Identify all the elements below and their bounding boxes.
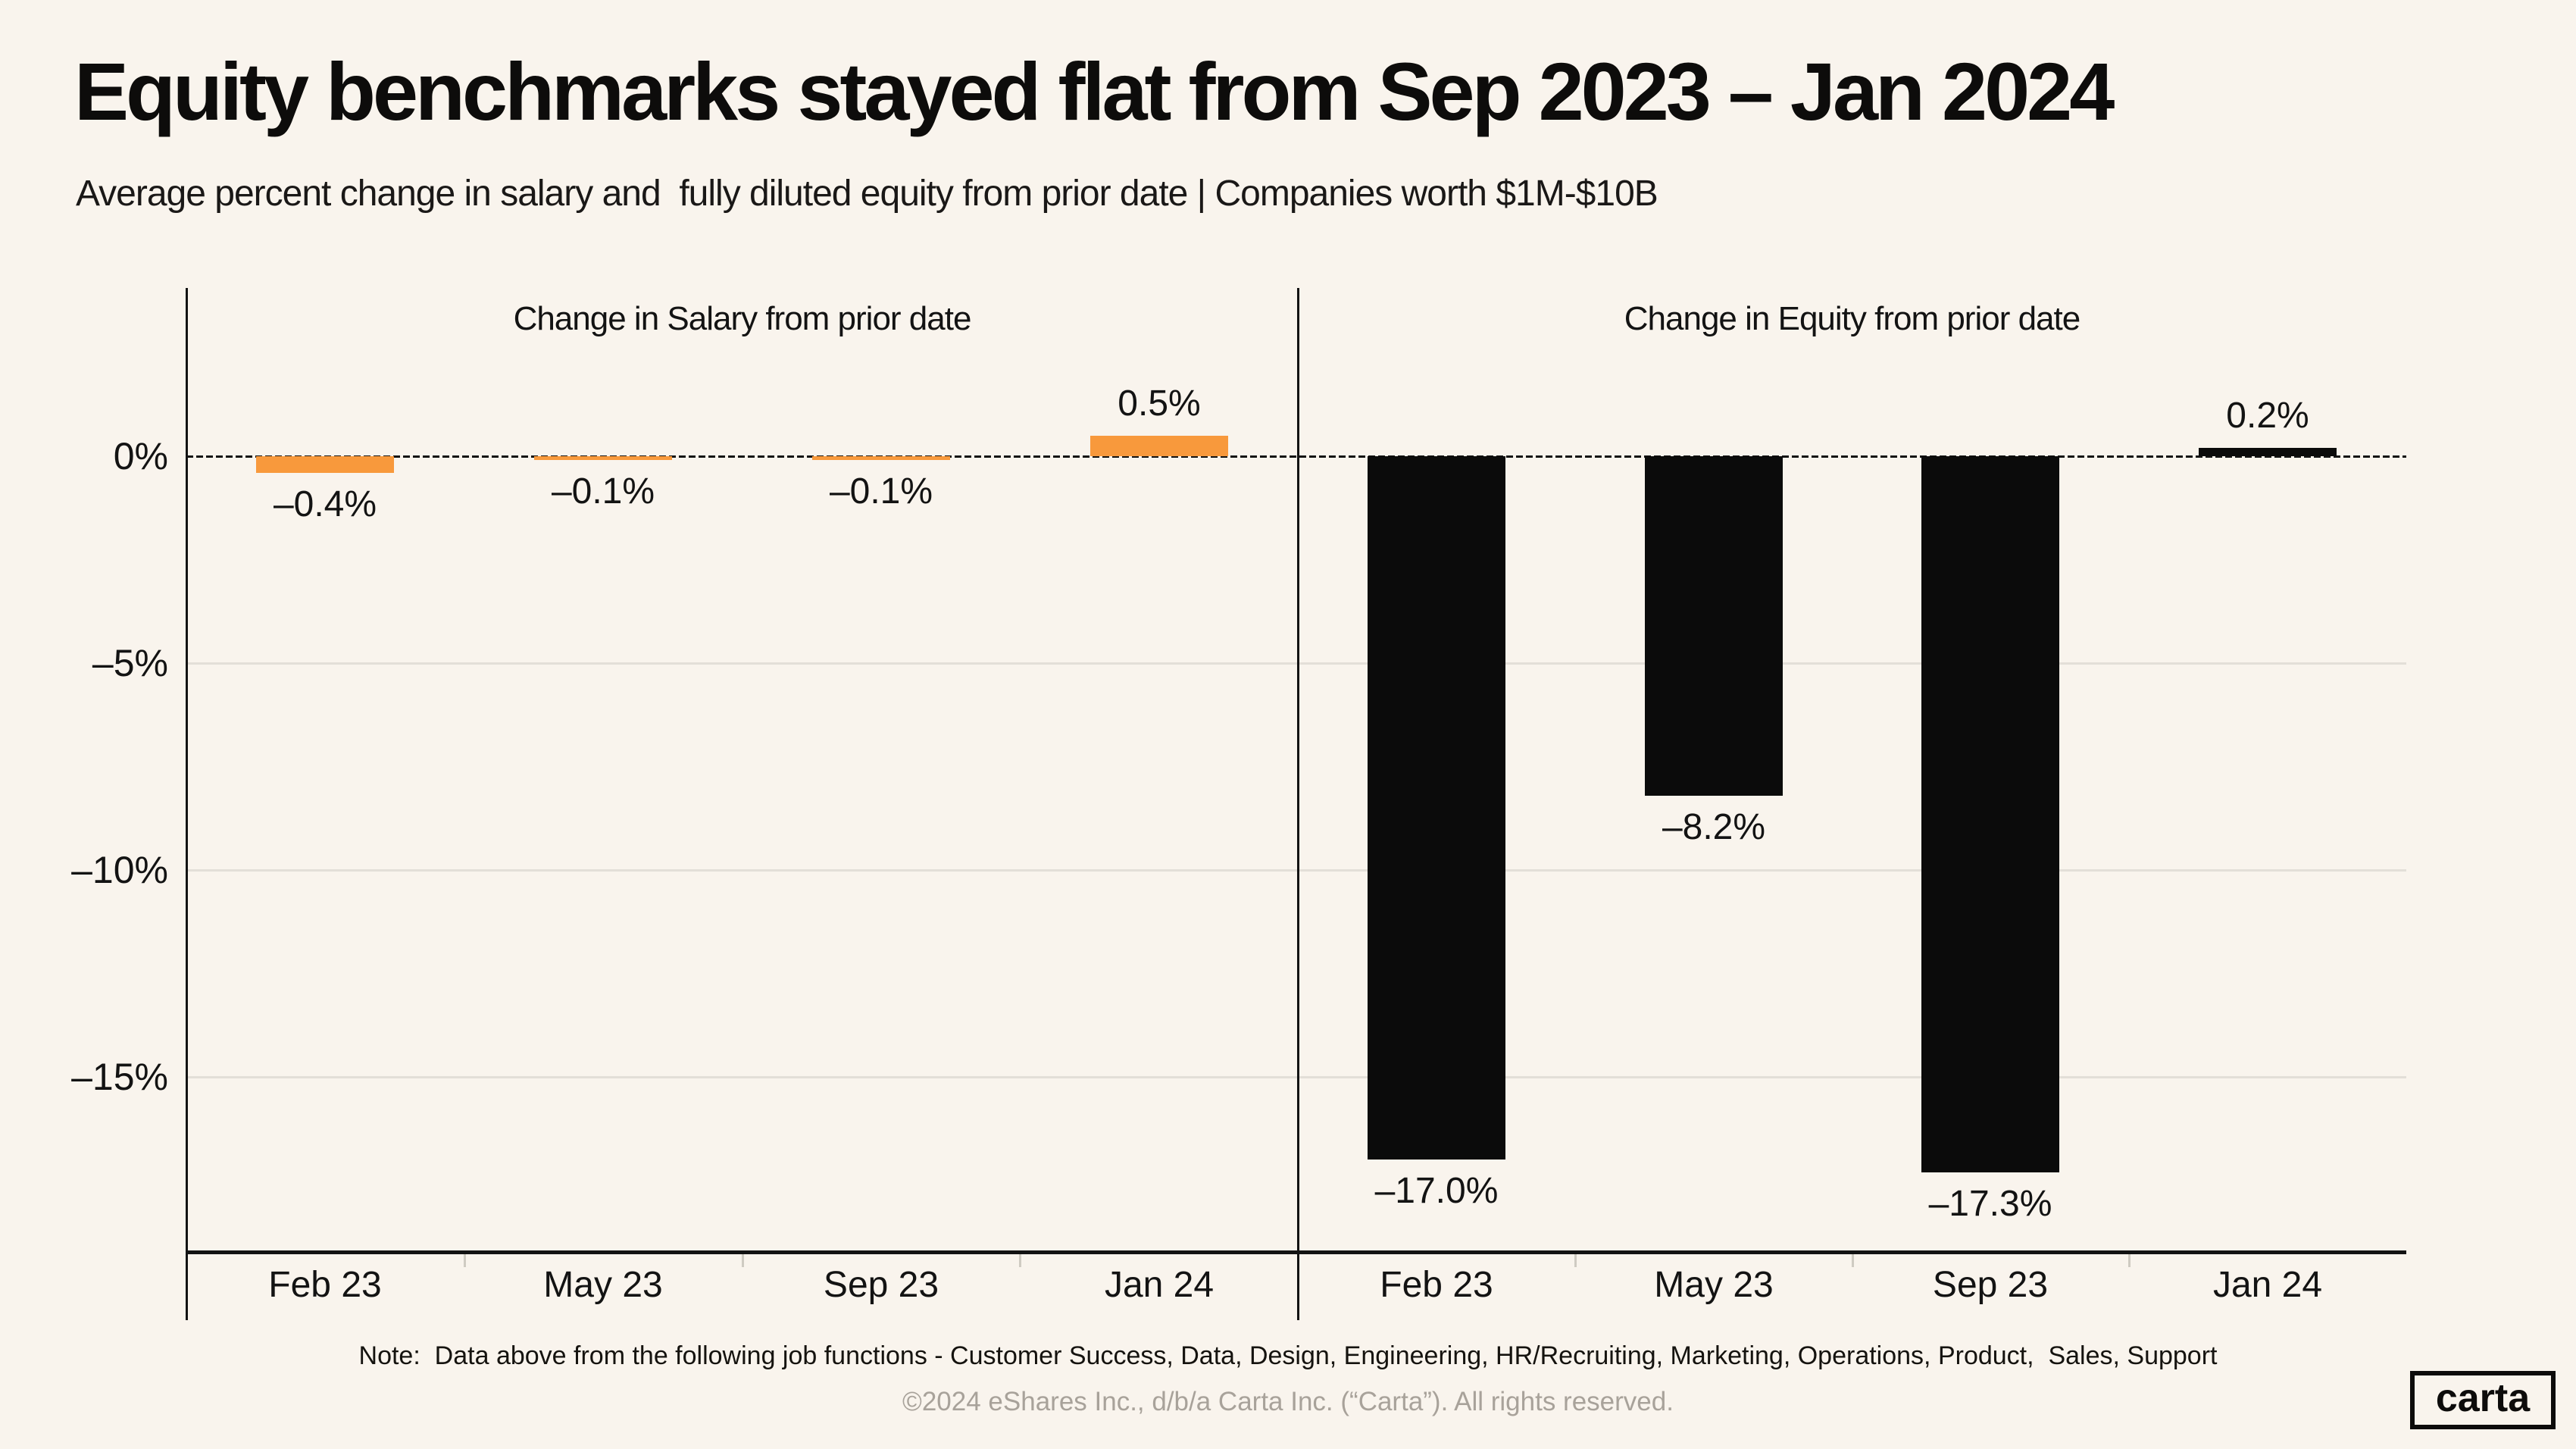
bar-value-label: –17.3% xyxy=(1928,1184,2052,1224)
x-tick-label: Sep 23 xyxy=(823,1265,939,1305)
bar-value-label: –0.1% xyxy=(829,471,933,512)
x-tick-label: Jan 24 xyxy=(1104,1265,1215,1305)
bar xyxy=(256,456,394,473)
y-tick-label: –15% xyxy=(71,1056,168,1098)
bar xyxy=(534,456,672,460)
x-tick-label: Feb 23 xyxy=(268,1265,382,1305)
bar-value-label: 0.5% xyxy=(1118,383,1201,424)
gridline xyxy=(186,869,2406,872)
x-tick-label: May 23 xyxy=(1654,1265,1774,1305)
bar xyxy=(1090,436,1228,456)
y-tick-label: –5% xyxy=(92,642,168,684)
bar xyxy=(2199,448,2337,456)
bar xyxy=(812,456,950,460)
panel-title: Change in Salary from prior date xyxy=(513,300,972,337)
x-boundary-tick xyxy=(1574,1252,1577,1267)
x-axis-line xyxy=(186,1250,2406,1254)
y-tick-label: –10% xyxy=(71,849,168,891)
x-boundary-tick xyxy=(2128,1252,2131,1267)
copyright-text: ©2024 eShares Inc., d/b/a Carta Inc. (“C… xyxy=(902,1387,1674,1416)
bar-value-label: 0.2% xyxy=(2226,396,2309,436)
bar xyxy=(1645,456,1783,796)
x-boundary-tick xyxy=(1852,1252,1854,1267)
bar xyxy=(1921,456,2059,1172)
x-boundary-tick xyxy=(464,1252,466,1267)
gridline xyxy=(186,1076,2406,1078)
bar xyxy=(1368,456,1505,1160)
panel-divider xyxy=(1297,288,1299,1320)
x-tick-label: Jan 24 xyxy=(2212,1265,2323,1305)
x-boundary-tick xyxy=(1019,1252,1021,1267)
page-title: Equity benchmarks stayed flat from Sep 2… xyxy=(74,45,2115,137)
x-boundary-tick xyxy=(742,1252,744,1267)
note-text: Note: Data above from the following job … xyxy=(358,1341,2218,1370)
carta-logo-text: carta xyxy=(2435,1375,2531,1420)
gridline xyxy=(186,662,2406,665)
bar-value-label: –17.0% xyxy=(1374,1171,1499,1211)
y-tick-label: 0% xyxy=(113,435,168,477)
x-tick-label: May 23 xyxy=(543,1265,663,1305)
bar-value-label: –8.2% xyxy=(1662,807,1766,847)
zero-line xyxy=(186,455,2406,458)
bar-value-label: –0.4% xyxy=(273,484,377,524)
panel-title: Change in Equity from prior date xyxy=(1624,300,2080,337)
bar-value-label: –0.1% xyxy=(551,471,655,512)
page-subtitle: Average percent change in salary and ful… xyxy=(76,174,1658,214)
carta-logo: carta xyxy=(2410,1371,2556,1429)
x-tick-label: Sep 23 xyxy=(1932,1265,2049,1305)
y-axis-line xyxy=(186,288,188,1320)
x-tick-label: Feb 23 xyxy=(1380,1265,1493,1305)
